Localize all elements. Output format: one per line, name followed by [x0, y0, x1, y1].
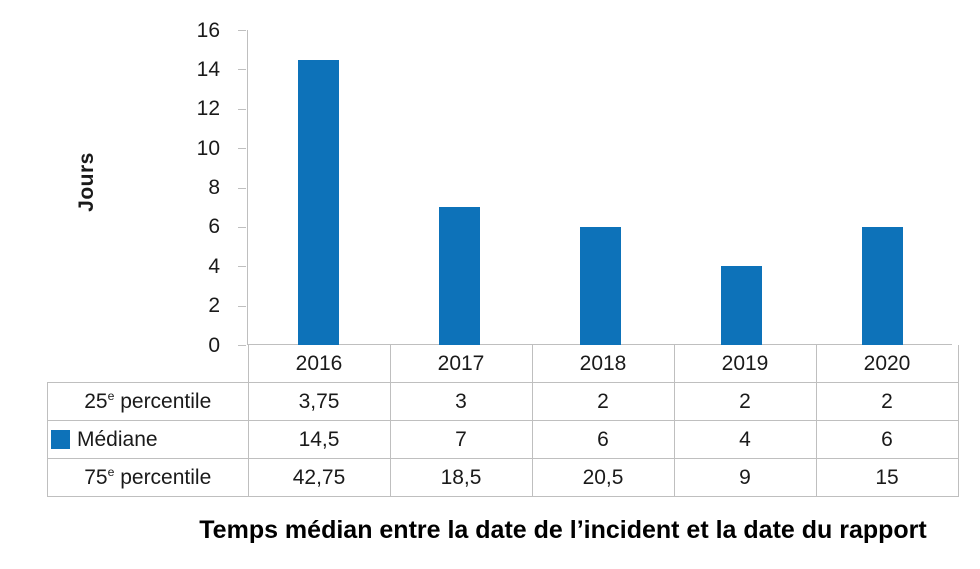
x-category-label: 2019	[673, 345, 817, 383]
table-corner-cell	[48, 345, 249, 383]
table-row: 75e percentile 42,75 18,5 20,5 9 15	[47, 458, 959, 497]
y-tick-mark	[238, 305, 246, 307]
bar-2018	[580, 226, 621, 345]
row-label: 25e percentile	[47, 382, 249, 421]
table-row: 25e percentile 3,75 3 2 2 2	[47, 382, 959, 421]
table-header: 2016 2017 2018 2019 2020	[48, 345, 959, 383]
y-tick-mark	[238, 69, 246, 71]
superscript: e	[107, 388, 115, 403]
y-tick-mark	[238, 226, 246, 228]
value-cell: 2	[673, 382, 817, 421]
value-cell: 9	[673, 458, 817, 497]
table-header-row: 2016 2017 2018 2019 2020	[48, 345, 959, 383]
y-tick-label: 10	[196, 136, 220, 160]
y-tick-mark	[238, 187, 246, 189]
value-cell: 2	[815, 382, 959, 421]
bar-2020	[862, 226, 903, 345]
y-tick-label: 6	[208, 215, 220, 239]
value-cell: 15	[815, 458, 959, 497]
x-category-label: 2020	[815, 345, 959, 383]
value-cell: 20,5	[531, 458, 675, 497]
value-cell: 3,75	[247, 382, 391, 421]
x-category-label: 2016	[247, 345, 391, 383]
x-category-label: 2018	[531, 345, 675, 383]
y-tick-mark	[238, 345, 246, 346]
y-tick-label: 16	[196, 18, 220, 42]
y-tick-label: 4	[208, 254, 220, 278]
y-tick-mark	[238, 266, 246, 268]
y-tick-label: 2	[208, 294, 220, 318]
chart-title: Temps médian entre la date de l’incident…	[199, 516, 927, 544]
y-axis-title: Jours	[75, 152, 98, 212]
plot-area	[247, 30, 952, 345]
value-cell: 14,5	[247, 420, 391, 459]
value-cell: 4	[673, 420, 817, 459]
value-cell: 7	[389, 420, 533, 459]
row-label: Médiane	[47, 420, 249, 459]
x-category-label: 2017	[389, 345, 533, 383]
legend-square-icon	[51, 429, 70, 449]
bar-2019	[721, 266, 762, 345]
y-tick-mark	[238, 108, 246, 110]
value-cell: 6	[815, 420, 959, 459]
row-label: 75e percentile	[47, 458, 249, 497]
y-tick-mark	[238, 30, 246, 31]
value-cell: 3	[389, 382, 533, 421]
data-table: 2016 2017 2018 2019 2020 25e percentile 3,75 3…	[47, 345, 959, 497]
table-body: 25e percentile 3,75 3 2 2 2 Médiane 14,5 7 6 4 6 75e…	[47, 382, 959, 497]
y-tick-label: 14	[196, 57, 220, 81]
y-tick-label: 0	[208, 333, 220, 357]
value-cell: 2	[531, 382, 675, 421]
y-tick-mark	[238, 148, 246, 150]
bar-2016	[298, 59, 339, 345]
bar-2017	[439, 207, 480, 345]
y-tick-label: 12	[196, 97, 220, 121]
value-cell: 18,5	[389, 458, 533, 497]
y-tick-label: 8	[208, 176, 220, 199]
superscript: e	[107, 464, 115, 479]
table-row: Médiane 14,5 7 6 4 6	[47, 420, 959, 459]
value-cell: 6	[531, 420, 675, 459]
value-cell: 42,75	[247, 458, 391, 497]
